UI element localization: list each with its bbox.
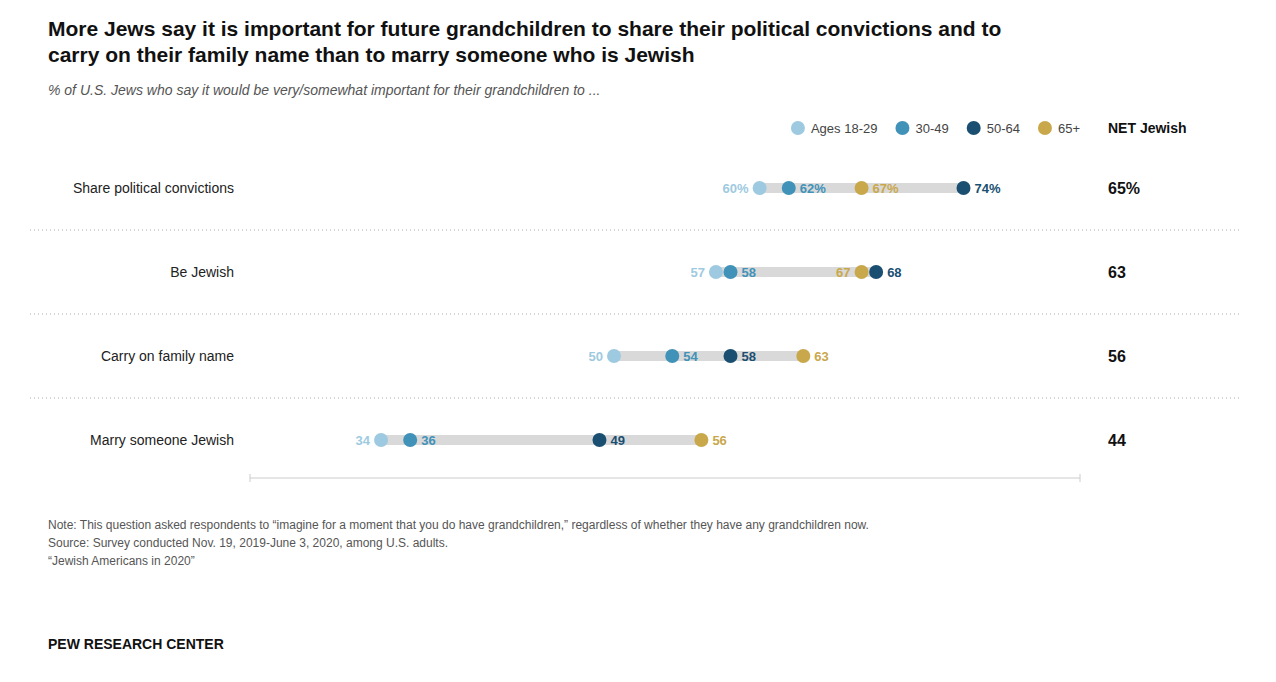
dot [607,349,621,363]
dot [753,181,767,195]
dot [855,181,869,195]
axis-line [250,478,1080,479]
data-label: 58 [742,265,756,280]
data-label: 36 [421,433,435,448]
data-label: 67 [836,265,850,280]
legend-label: Ages 18-29 [811,121,878,136]
footer: PEW RESEARCH CENTER [48,636,224,652]
data-label: 68 [887,265,901,280]
note-line: Note: This question asked respondents to… [48,516,1228,534]
dot [782,181,796,195]
data-label: 60% [723,181,749,196]
dot [724,265,738,279]
legend-label: 65+ [1058,121,1080,136]
category-label: Carry on family name [101,348,234,364]
notes: Note: This question asked respondents to… [48,516,1228,570]
legend-swatch [791,121,805,135]
data-label: 67% [873,181,899,196]
subtitle: % of U.S. Jews who say it would be very/… [48,82,600,98]
row-divider [30,314,1240,315]
data-label: 56 [712,433,726,448]
data-label: 74% [975,181,1001,196]
category-label: Share political convictions [73,180,234,196]
dot [724,349,738,363]
legend-label: 30-49 [915,121,948,136]
range-bar [716,267,876,277]
data-label: 62% [800,181,826,196]
note-line: Source: Survey conducted Nov. 19, 2019-J… [48,534,1228,552]
row-divider [30,230,1240,231]
legend: Ages 18-29 30-49 50-64 65+ [791,121,1080,136]
dot [403,433,417,447]
legend-swatch [895,121,909,135]
dot [665,349,679,363]
dot [592,433,606,447]
data-label: 57 [690,265,704,280]
net-value: 44 [1108,432,1126,449]
category-label: Be Jewish [170,264,234,280]
net-value: 63 [1108,264,1126,281]
dot [869,265,883,279]
legend-swatch [1038,121,1052,135]
axis-end [250,474,251,482]
net-header: NET Jewish [1108,120,1187,136]
data-label: 49 [610,433,624,448]
dot [957,181,971,195]
legend-swatch [967,121,981,135]
dot [694,433,708,447]
dot [855,265,869,279]
chart: Ages 18-2930-4950-6465+NET Jewish60%62%6… [0,106,1276,506]
axis-end [1080,474,1081,482]
row-divider [30,398,1240,399]
legend-label: 50-64 [987,121,1020,136]
category-label: Marry someone Jewish [90,432,234,448]
dot [796,349,810,363]
data-label: 50 [589,349,603,364]
data-label: 58 [742,349,756,364]
data-labels: 60% 62% 67% 74% 57 58 67 68 50 54 58 63 34 36 49 56 [356,181,1001,448]
dot [374,433,388,447]
dot [709,265,723,279]
note-line: “Jewish Americans in 2020” [48,552,1228,570]
net-value: 65% [1108,180,1140,197]
data-label: 63 [814,349,828,364]
title: More Jews say it is important for future… [48,16,1058,69]
data-label: 34 [356,433,371,448]
range-bar [614,351,803,361]
plot-area [374,181,970,447]
net-value: 56 [1108,348,1126,365]
data-label: 54 [683,349,698,364]
